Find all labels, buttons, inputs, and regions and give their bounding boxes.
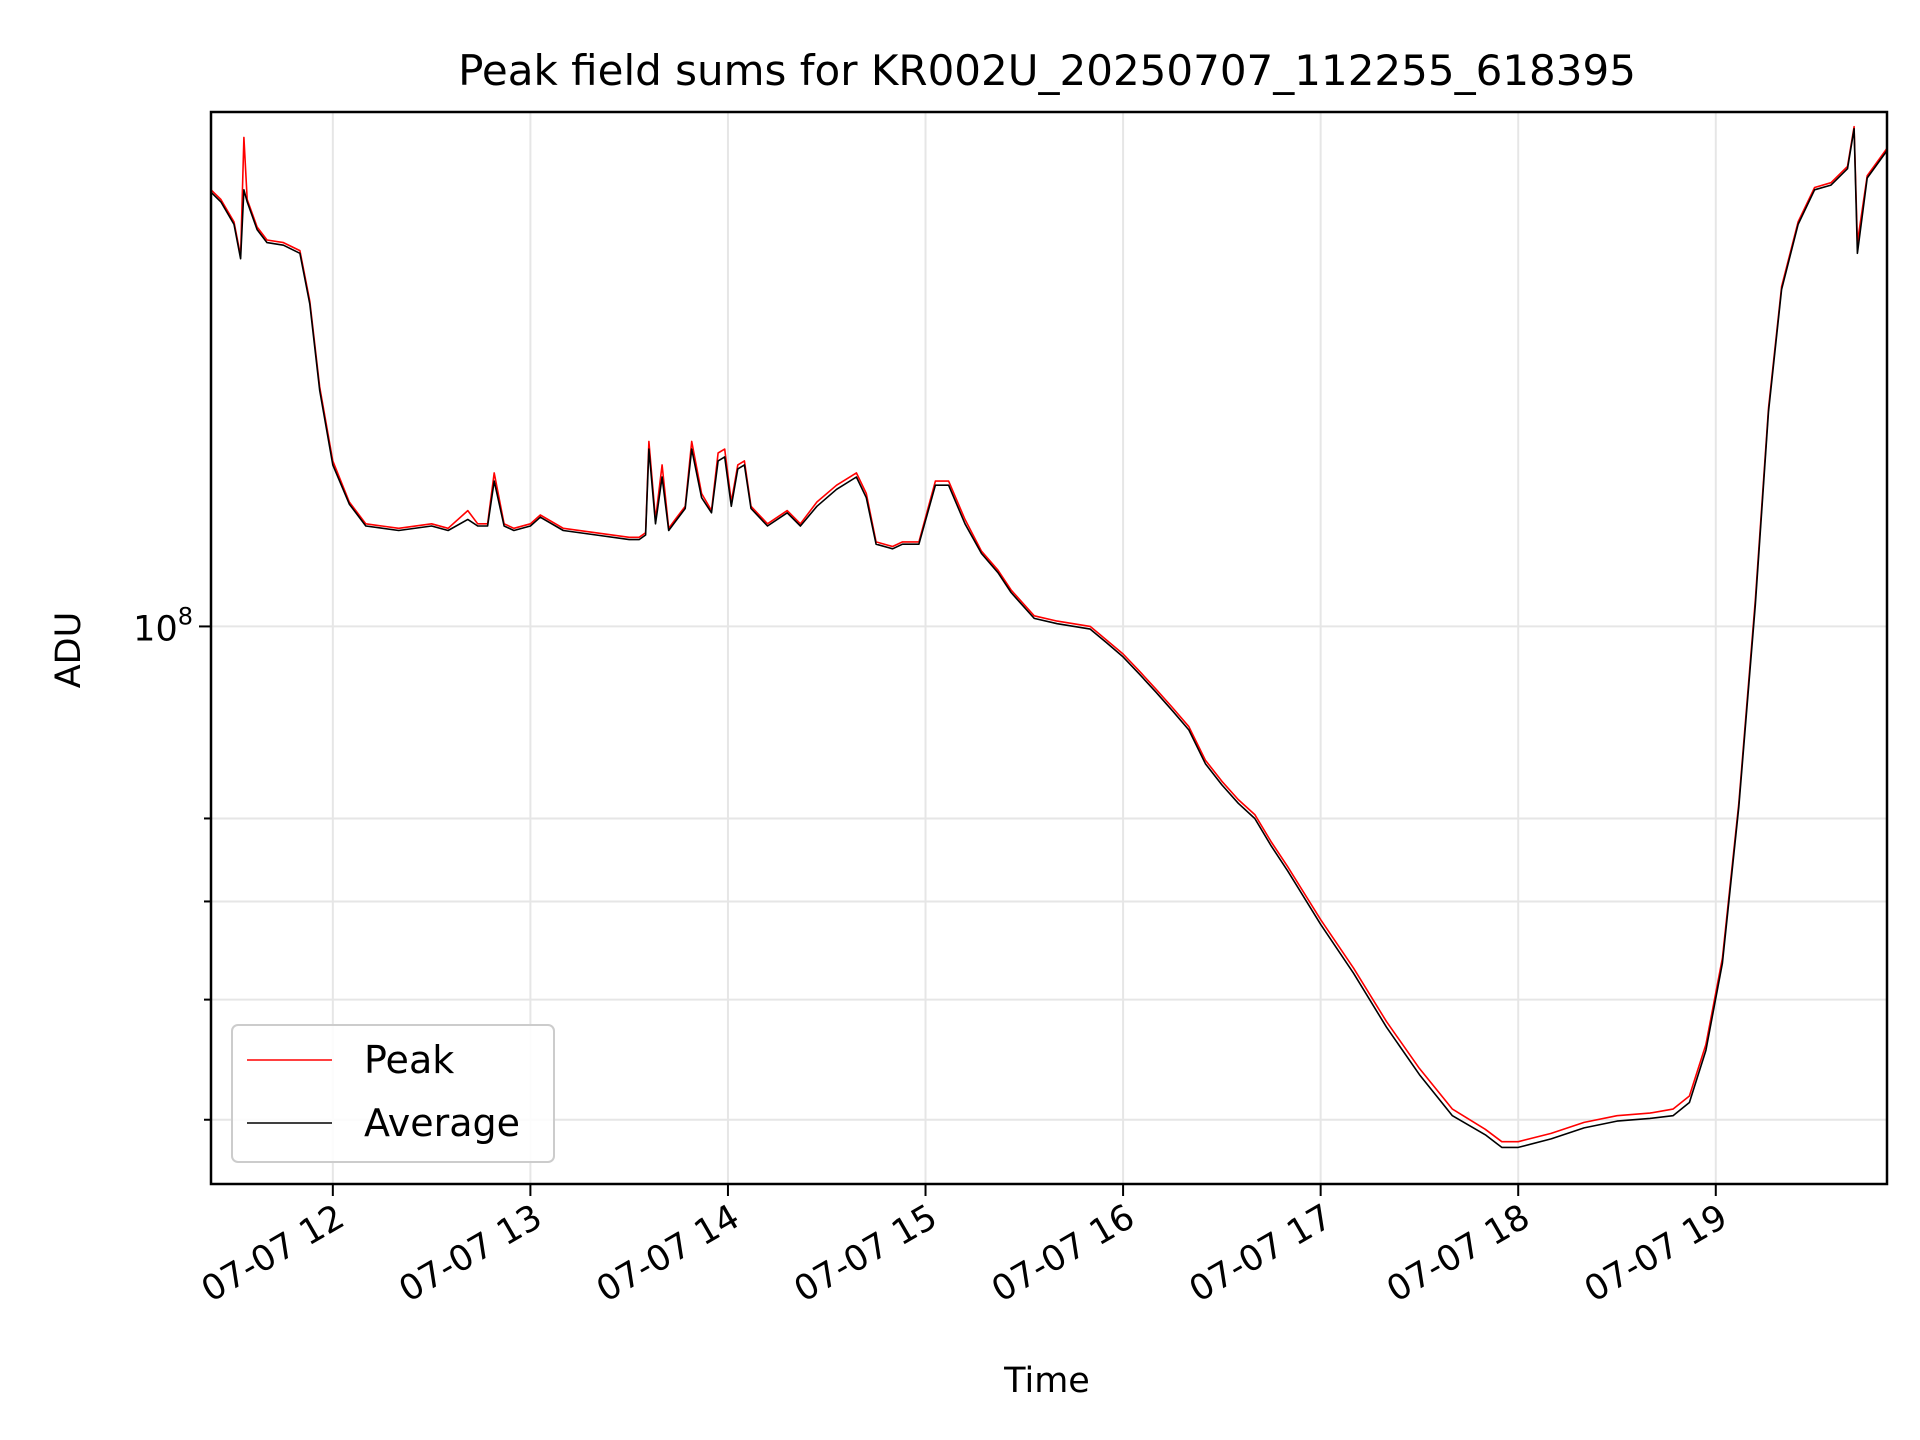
legend-label-peak: Peak <box>364 1038 454 1082</box>
y-tick-label: 108 <box>133 602 193 649</box>
chart-title: Peak field sums for KR002U_20250707_1122… <box>458 46 1636 95</box>
x-tick-label: 07-07 17 <box>1183 1197 1339 1310</box>
legend: Peak Average <box>231 1024 555 1163</box>
x-tick-label: 07-07 19 <box>1578 1197 1734 1310</box>
grid <box>211 112 1887 1184</box>
x-tick-label: 07-07 12 <box>195 1197 351 1310</box>
x-tick-label: 07-07 15 <box>788 1197 944 1310</box>
y-axis-ticks: 108 <box>133 602 211 1121</box>
series-layer <box>210 125 1888 1149</box>
x-axis-ticks: 07-07 12 07-07 13 07-07 14 07-07 15 07-07 16… <box>195 1184 1734 1310</box>
legend-label-average: Average <box>364 1101 520 1145</box>
x-tick-label: 07-07 14 <box>590 1197 746 1310</box>
x-tick-label: 07-07 16 <box>985 1197 1141 1310</box>
series-line-average <box>210 128 1888 1149</box>
series-line-peak <box>210 125 1888 1143</box>
x-axis-label: Time <box>1003 1361 1090 1401</box>
x-tick-label: 07-07 18 <box>1380 1197 1536 1310</box>
y-axis-label: ADU <box>49 612 89 689</box>
x-tick-label: 07-07 13 <box>393 1197 549 1310</box>
plot-frame <box>209 110 1889 1186</box>
